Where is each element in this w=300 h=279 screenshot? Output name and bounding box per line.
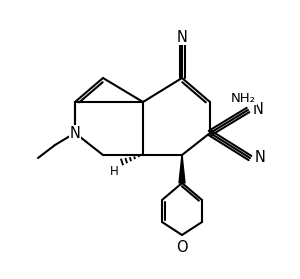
Text: N: N xyxy=(253,102,264,117)
Text: N: N xyxy=(255,150,266,165)
Polygon shape xyxy=(179,155,185,183)
Text: H: H xyxy=(110,165,119,178)
Text: O: O xyxy=(176,240,188,255)
Text: NH₂: NH₂ xyxy=(231,92,256,105)
Text: N: N xyxy=(177,30,188,44)
Text: N: N xyxy=(70,126,80,141)
